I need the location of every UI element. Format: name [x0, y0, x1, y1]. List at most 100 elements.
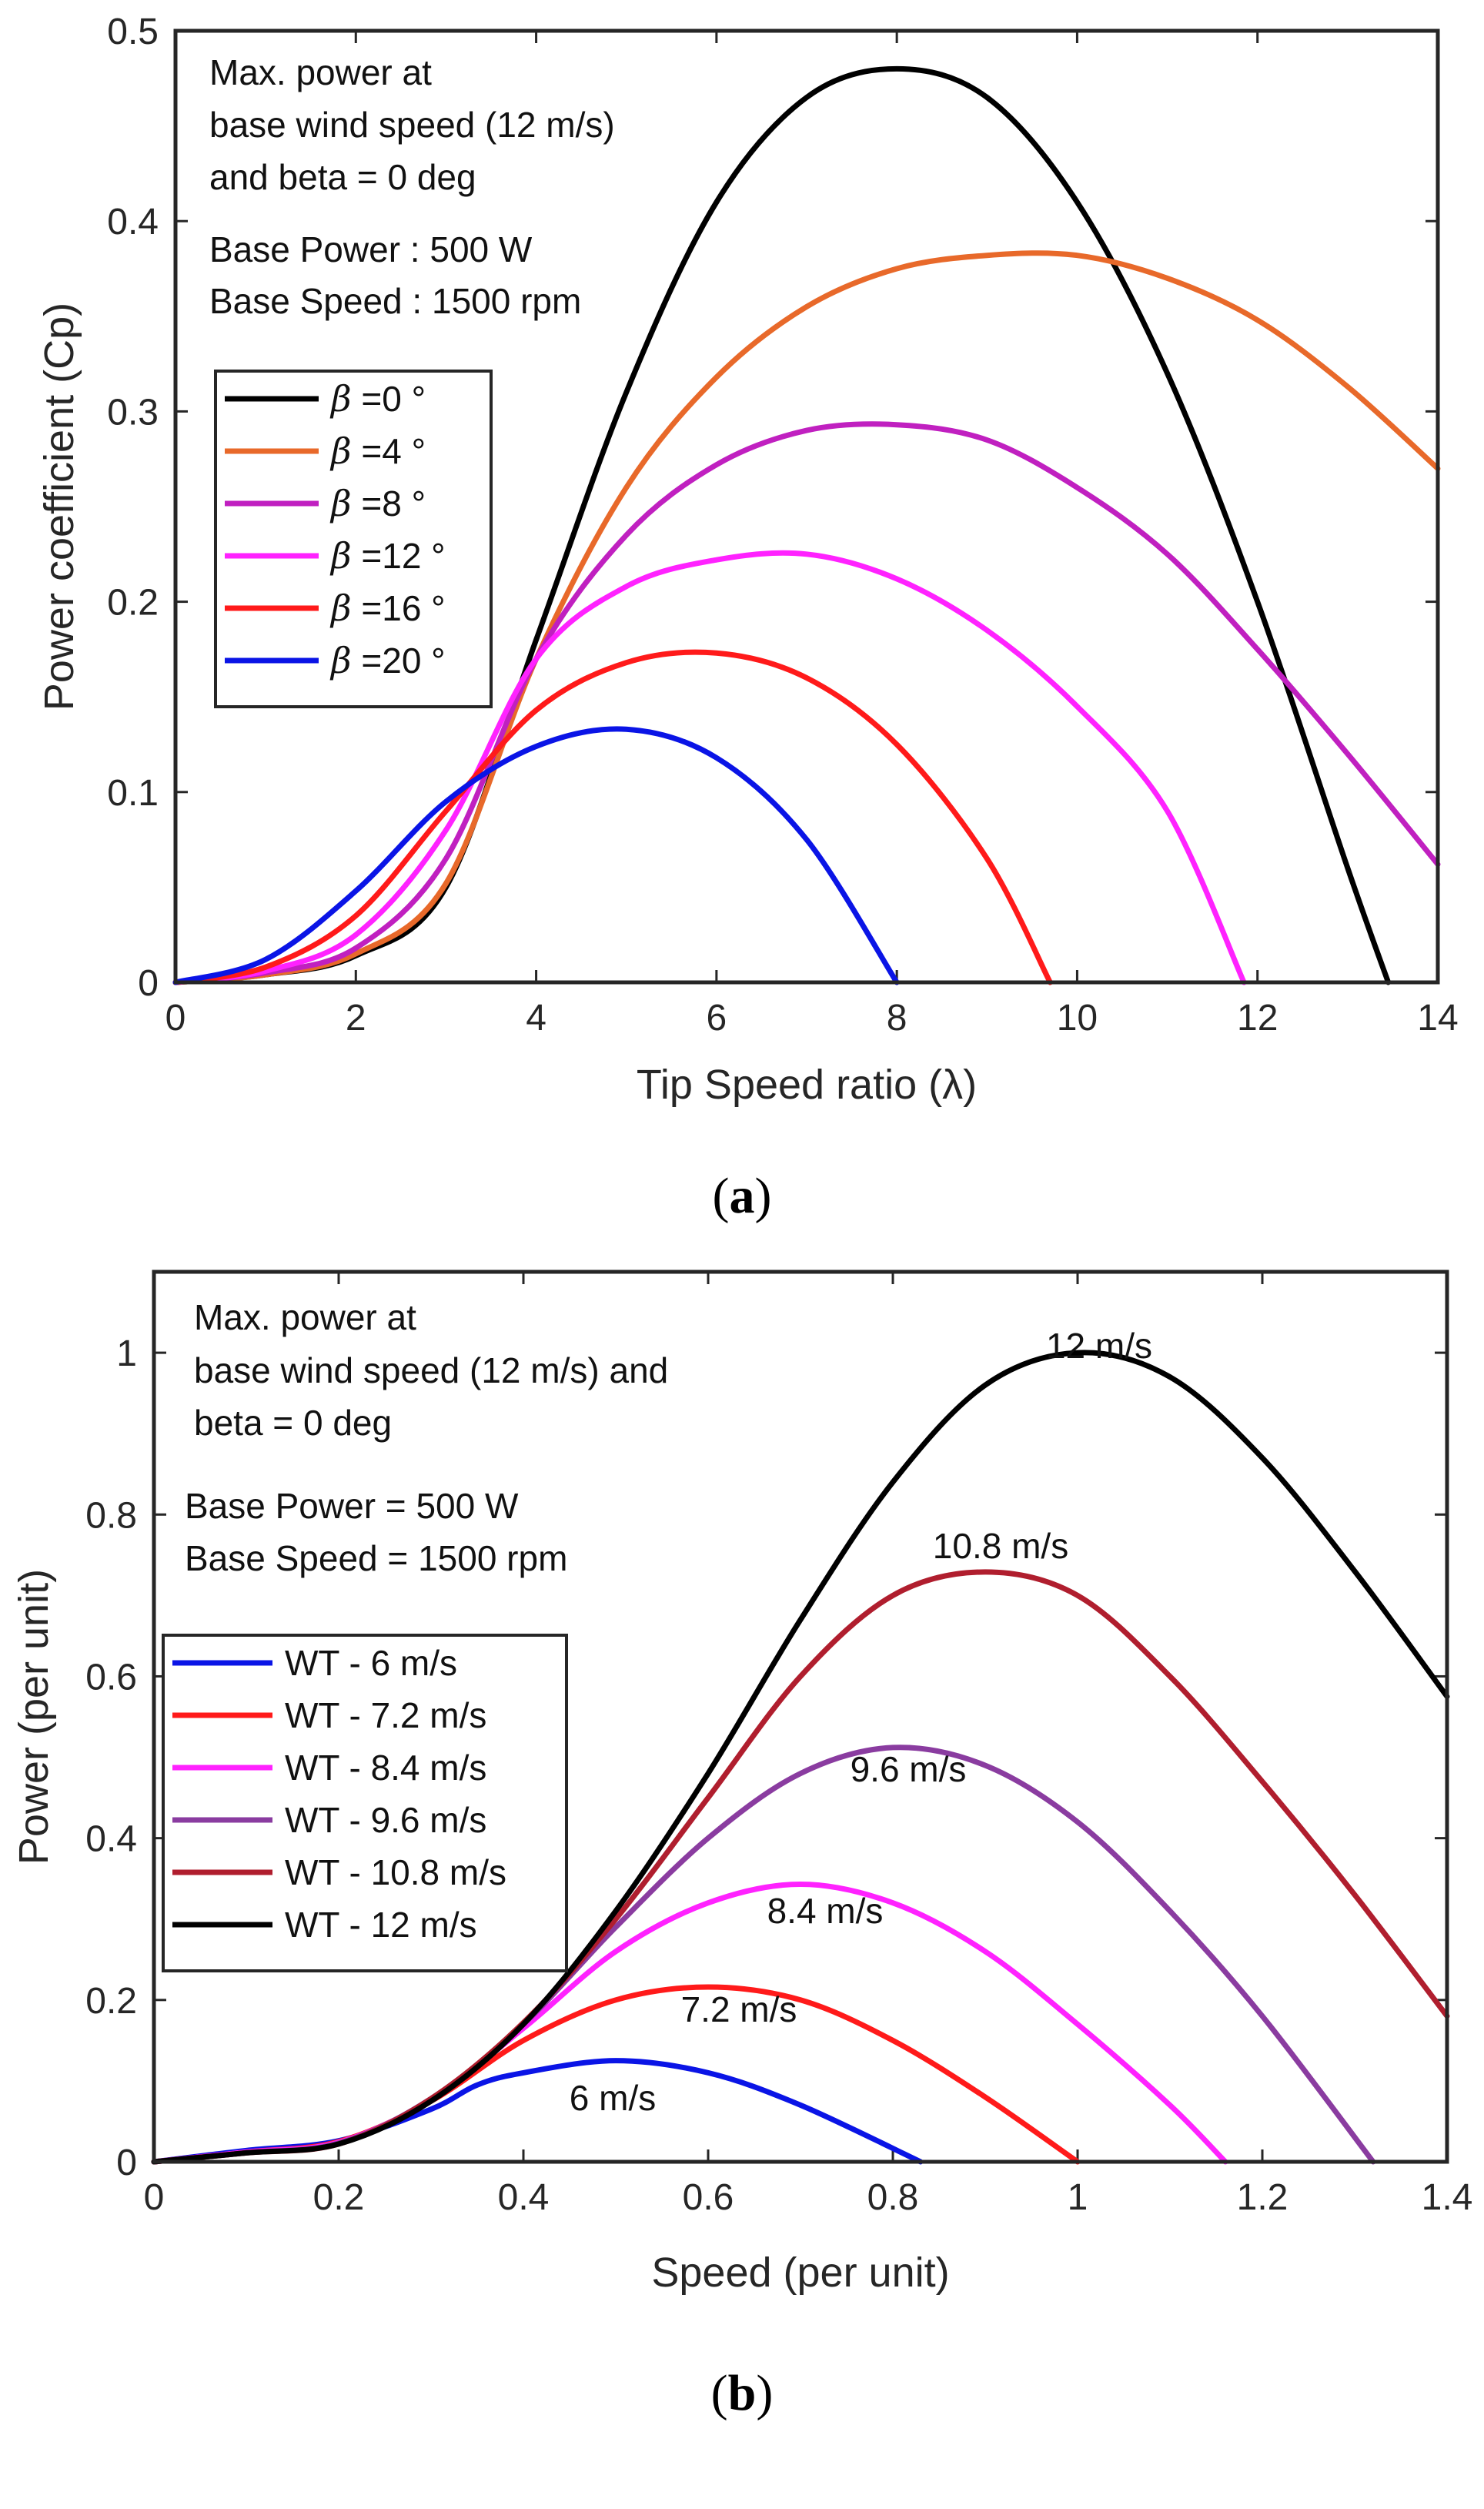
a-y-axis-label: Power coefficient (Cp): [36, 303, 82, 711]
a-legend-text: =0 °: [352, 379, 426, 419]
a-legend-text: =16 °: [352, 588, 446, 628]
b-legend-label: WT - 8.4 m/s: [285, 1748, 486, 1788]
a-x-tick-label: 4: [526, 998, 546, 1039]
a-x-tick-label: 14: [1417, 998, 1458, 1039]
a-series-line-0: [172, 65, 1392, 985]
b-y-axis-label: Power (per unit): [11, 1569, 57, 1865]
b-y-tick-label: 0.6: [85, 1657, 137, 1698]
b-curve-label: 9.6 m/s: [851, 1749, 967, 1789]
a-series-line-4: [172, 649, 1053, 985]
a-x-tick-label: 6: [707, 998, 727, 1039]
b-x-tick-label: 1: [1068, 2177, 1088, 2218]
a-legend-label: β =4 °: [329, 430, 426, 472]
a-y-tick-label: 0.4: [107, 202, 159, 243]
a-caption-open: (: [713, 1168, 730, 1224]
a-x-tick-label: 12: [1237, 998, 1278, 1039]
a-caption-letter: a: [730, 1168, 755, 1224]
b-curve-label: 12 m/s: [1046, 1326, 1152, 1366]
b-note-line-2: base wind speed (12 m/s) and: [194, 1350, 668, 1390]
a-x-tick-label: 10: [1057, 998, 1098, 1039]
b-legend-label: WT - 7.2 m/s: [285, 1695, 486, 1735]
a-series-line-1: [172, 250, 1441, 985]
b-curve-label: 7.2 m/s: [681, 1989, 797, 2029]
b-legend: WT - 6 m/s WT - 7.2 m/s WT - 8.4 m/s WT - 9…: [162, 1634, 568, 1972]
a-legend-label: β =16 °: [329, 587, 446, 629]
b-x-tick-label: 1.4: [1422, 2177, 1473, 2218]
svg-text:(a): (a): [713, 1168, 772, 1224]
a-series-line-2: [172, 421, 1441, 985]
b-series-line-5: [151, 1350, 1450, 2165]
b-x-tick-label: 0.2: [313, 2177, 365, 2218]
a-note-line-5: Base Speed : 1500 rpm: [209, 281, 581, 321]
svg-text:(b): (b): [711, 2365, 774, 2421]
a-x-axis-label: Tip Speed ratio (λ): [637, 1062, 977, 1108]
a-legend-label: β =0 °: [329, 378, 426, 420]
b-x-tick-labels: 0 0.2 0.4 0.6 0.8 1 1.2 1.4: [144, 2177, 1473, 2218]
b-y-tick-label: 0.8: [85, 1495, 137, 1536]
a-legend-symbol: β: [329, 378, 352, 420]
a-legend-text: =8 °: [352, 483, 426, 524]
a-legend-label: β =12 °: [329, 535, 446, 577]
a-legend-text: =12 °: [352, 536, 446, 576]
a-note-line-4: Base Power : 500 W: [209, 229, 533, 269]
b-series-line-1: [151, 1984, 1081, 2165]
b-y-tick-label: 0.2: [85, 1981, 137, 2022]
a-legend-text: =4 °: [352, 431, 426, 471]
b-legend-label: WT - 12 m/s: [285, 1905, 477, 1945]
a-x-tick-label: 8: [887, 998, 907, 1039]
a-note-line-3: and beta = 0 deg: [209, 157, 476, 197]
a-legend-box: [214, 370, 493, 708]
b-annotation: Max. power at base wind speed (12 m/s) a…: [185, 1297, 668, 1578]
b-x-tick-label: 0.6: [683, 2177, 734, 2218]
b-caption: (b): [711, 2365, 774, 2421]
a-note-line-2: base wind speed (12 m/s): [209, 105, 615, 145]
a-series-group: [172, 65, 1441, 985]
a-legend-symbol: β: [329, 640, 352, 681]
a-y-tick-label: 0.1: [107, 773, 159, 814]
a-caption: (a): [713, 1168, 772, 1224]
b-note-line-1: Max. power at: [194, 1297, 416, 1337]
b-legend-label: WT - 6 m/s: [285, 1643, 457, 1683]
b-y-tick-label: 0: [116, 2143, 137, 2183]
b-caption-close: ): [756, 2365, 773, 2421]
a-legend-symbol: β: [329, 430, 352, 472]
a-plot-frame: [173, 28, 1440, 985]
a-legend-symbol: β: [329, 483, 352, 524]
a-note-line-1: Max. power at: [209, 52, 432, 92]
a-annotation: Max. power at base wind speed (12 m/s) a…: [209, 52, 615, 321]
a-y-tick-label: 0.2: [107, 583, 159, 624]
a-y-tick-label: 0.5: [107, 12, 159, 52]
a-caption-close: ): [755, 1168, 772, 1224]
b-caption-open: (: [711, 2365, 728, 2421]
b-y-tick-label: 1: [116, 1333, 137, 1374]
a-legend: β =0 °β =4 °β =8 °β =12 °β =16 °β =20 °: [214, 370, 493, 708]
b-x-axis-label: Speed (per unit): [651, 2250, 949, 2296]
a-x-tick-labels: 0 2 4 6 8 10 12 14: [165, 998, 1459, 1039]
b-curve-label: 8.4 m/s: [767, 1891, 884, 1931]
a-series-line-5: [172, 726, 900, 985]
a-legend-symbol: β: [329, 587, 352, 629]
a-x-tick-label: 2: [346, 998, 366, 1039]
panel-a: 0 2 4 6 8 10 12 14 0 0.1 0.2 0.3 0.4 0.5 Tip Speed r…: [36, 12, 1459, 1224]
b-curve-labels: 12 m/s 10.8 m/s 9.6 m/s 8.4 m/s 7.2 m/s 6 m/s: [570, 1326, 1152, 2118]
b-series-line-0: [151, 2058, 924, 2165]
b-caption-letter: b: [728, 2365, 757, 2421]
a-legend-symbol: β: [329, 535, 352, 577]
a-series-line-3: [172, 550, 1247, 985]
b-y-tick-label: 0.4: [85, 1819, 137, 1860]
panel-b: 0 0.2 0.4 0.6 0.8 1 1.2 1.4 0 0.2 0.4 0.6 0.8 1 Spee…: [11, 1270, 1473, 2421]
b-legend-label: WT - 9.6 m/s: [285, 1800, 486, 1840]
b-legend-label: WT - 10.8 m/s: [285, 1852, 506, 1892]
b-curve-label: 10.8 m/s: [933, 1526, 1068, 1566]
b-series-group: [151, 1350, 1450, 2165]
b-x-tick-label: 0.8: [867, 2177, 919, 2218]
b-legend-box: [162, 1634, 568, 1972]
b-note-line-4: Base Power = 500 W: [185, 1486, 519, 1526]
a-x-tick-label: 0: [165, 998, 186, 1039]
b-x-tick-label: 0.4: [498, 2177, 550, 2218]
a-legend-label: β =20 °: [329, 640, 446, 681]
b-y-tick-labels: 0 0.2 0.4 0.6 0.8 1: [85, 1333, 137, 2183]
b-curve-label: 6 m/s: [570, 2078, 656, 2118]
a-y-tick-label: 0: [138, 963, 159, 1004]
